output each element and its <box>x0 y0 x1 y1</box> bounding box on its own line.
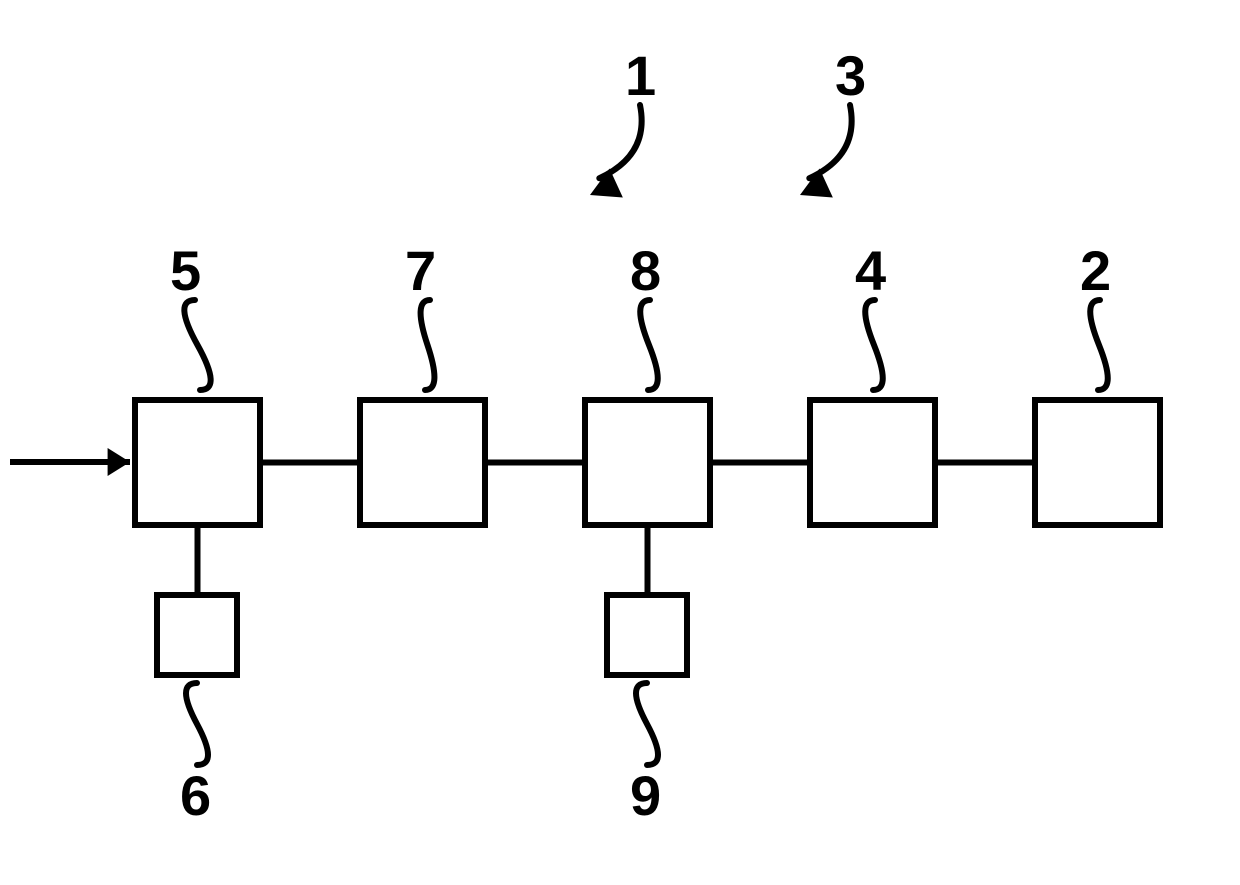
pointer-label-3: 3 <box>835 44 866 107</box>
block-diagram: 5 7 8 4 2 6 9 1 3 <box>0 0 1240 885</box>
label-b8: 8 <box>630 239 661 302</box>
label-b6: 6 <box>180 764 211 827</box>
label-b2: 2 <box>1080 239 1111 302</box>
label-b7: 7 <box>405 239 436 302</box>
label-b9: 9 <box>630 764 661 827</box>
label-b5: 5 <box>170 239 201 302</box>
pointer-label-1: 1 <box>625 44 656 107</box>
label-b4: 4 <box>855 239 886 302</box>
